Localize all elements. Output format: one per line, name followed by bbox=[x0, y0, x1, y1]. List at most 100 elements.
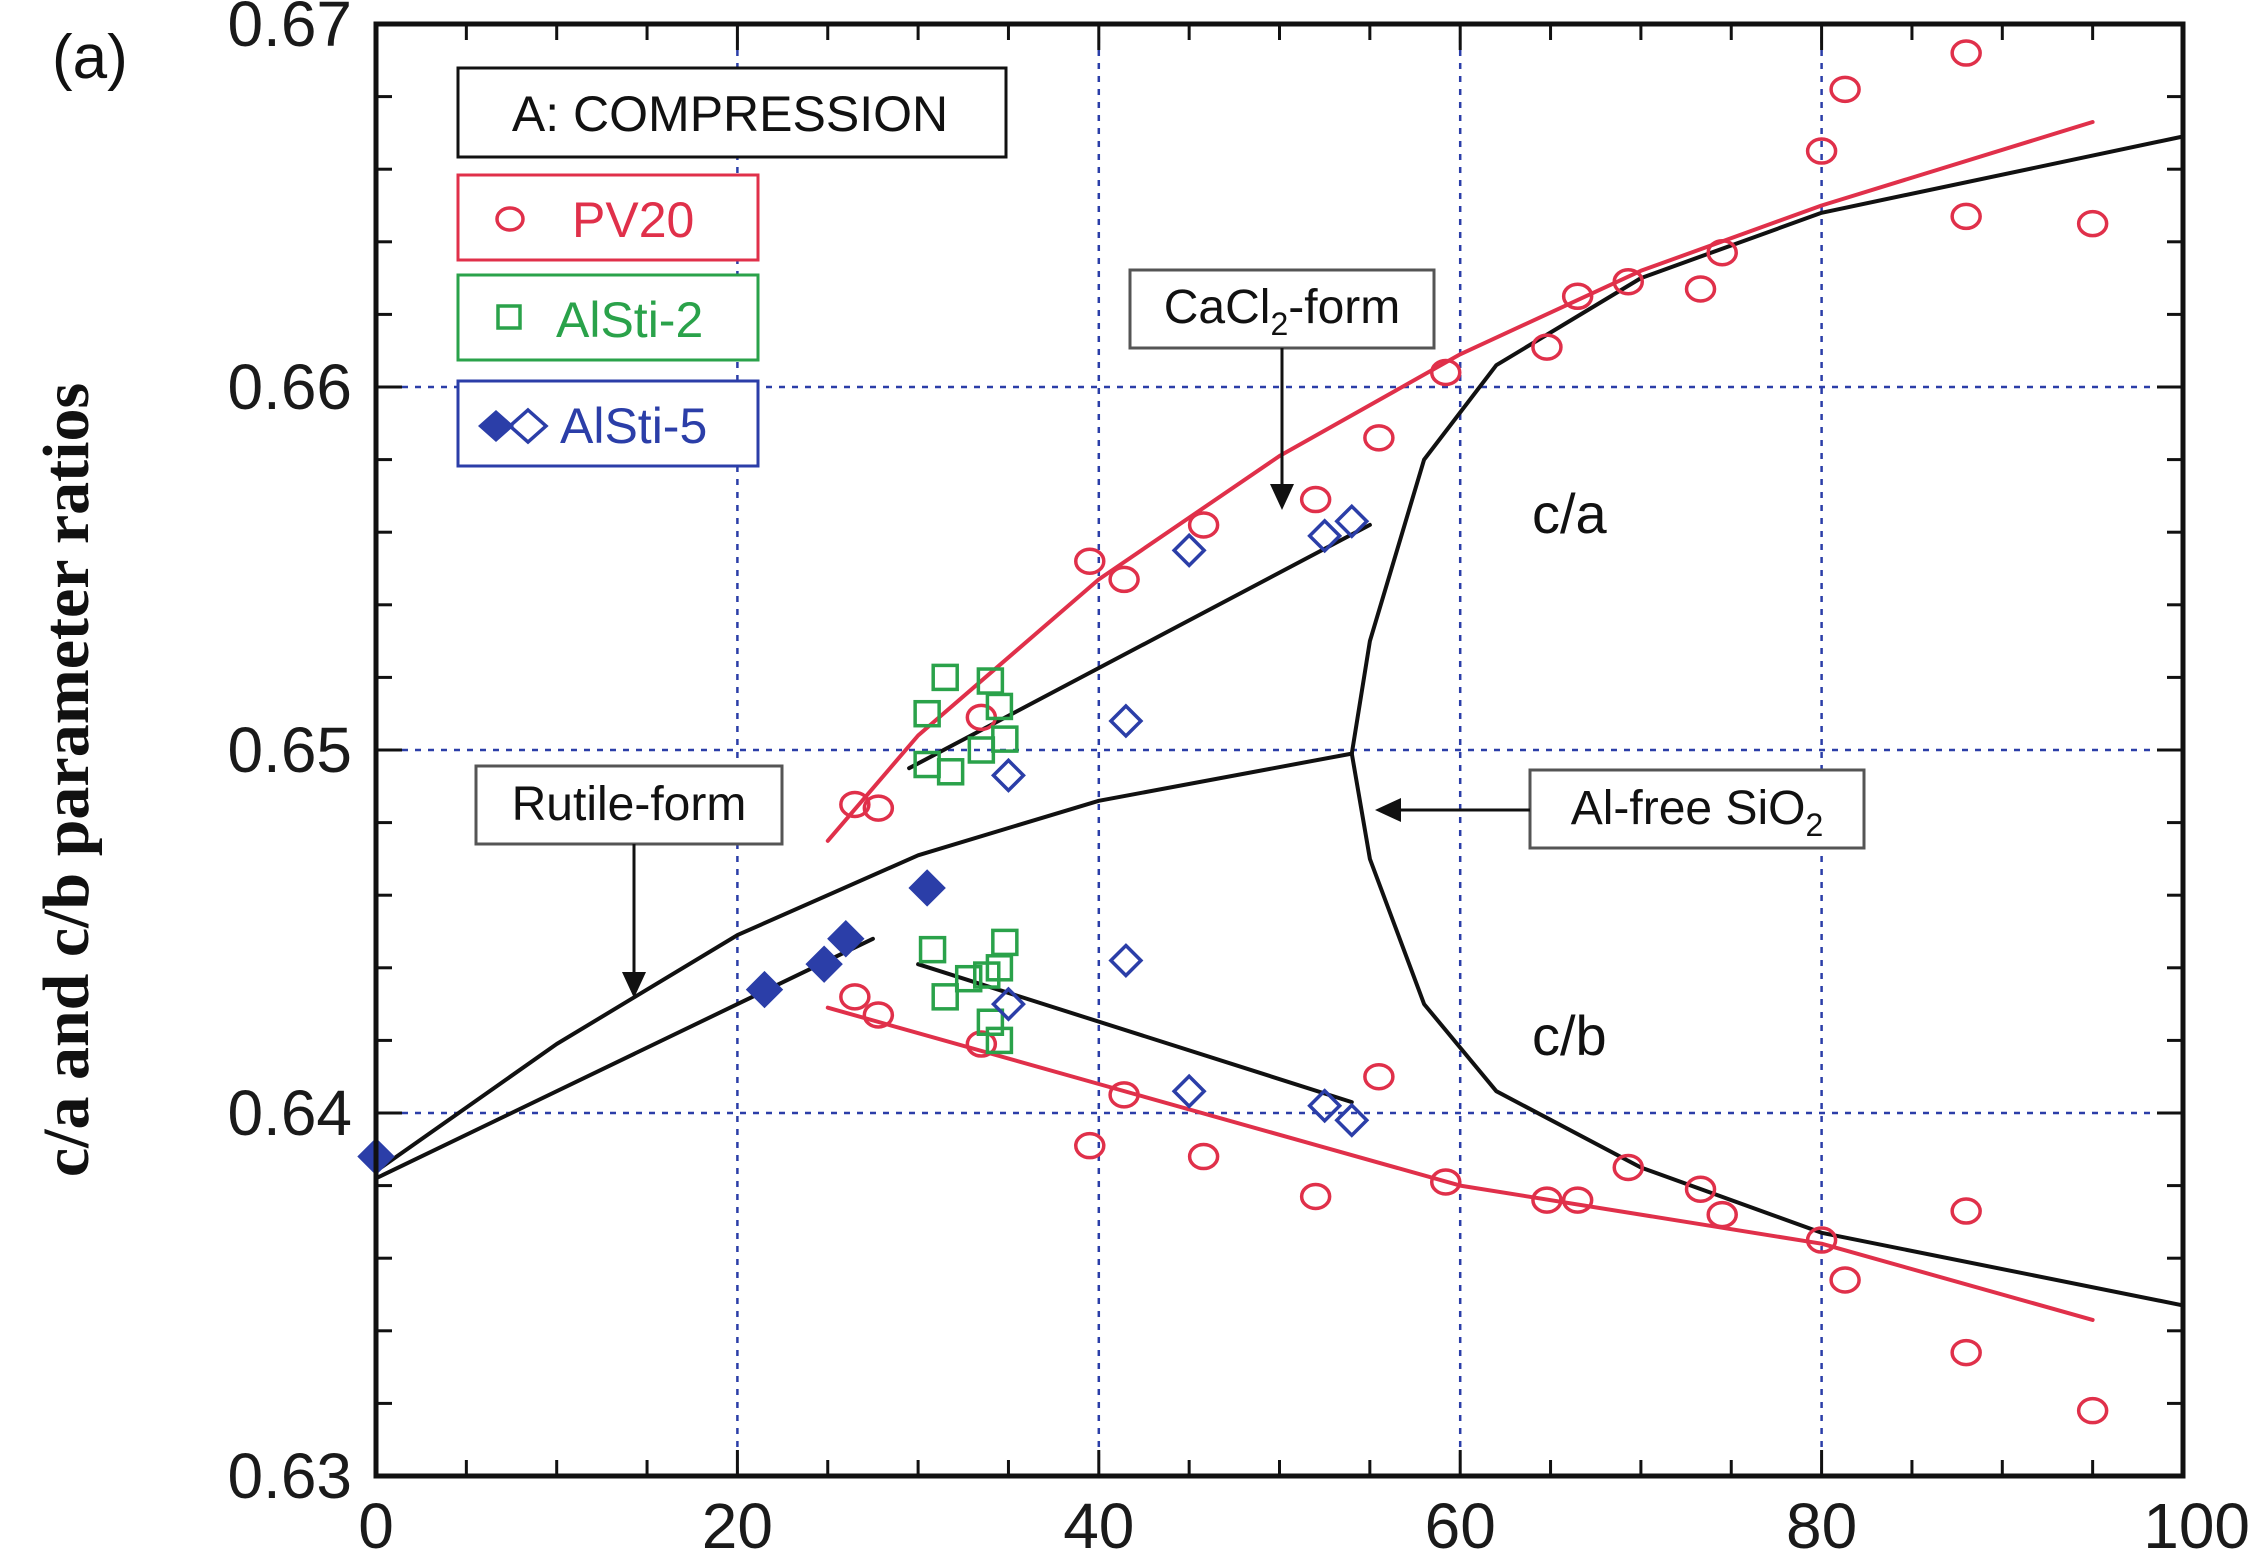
point-pv20-5 bbox=[1187, 511, 1220, 539]
point-alsti2-13 bbox=[985, 954, 1014, 982]
fit-line-6 bbox=[1349, 134, 2185, 756]
fit-line-5 bbox=[374, 751, 1354, 1174]
point-pv20-12 bbox=[1684, 275, 1717, 303]
x-tick-label-0: 0 bbox=[358, 1490, 394, 1554]
point-alsti2-14 bbox=[976, 1008, 1005, 1036]
point-pv20-6 bbox=[1299, 485, 1332, 514]
point-pv20-15 bbox=[1829, 75, 1861, 104]
point-pv20-26 bbox=[1363, 1062, 1395, 1091]
y-tick-label-4: 0.67 bbox=[227, 0, 352, 60]
point-alsti5-8 bbox=[1307, 518, 1343, 554]
annotation-cacl2-arrowhead bbox=[1270, 484, 1294, 510]
point-pv20-34 bbox=[1829, 1266, 1861, 1294]
point-alsti5-9 bbox=[1334, 503, 1370, 539]
point-alsti5-13 bbox=[1307, 1088, 1343, 1124]
point-alsti2-3 bbox=[985, 692, 1014, 721]
annotation-alfree-box bbox=[1528, 768, 1866, 850]
legend-marker-alsti5-open bbox=[507, 407, 549, 445]
data-points bbox=[357, 39, 2109, 1425]
tick-labels: 0.63 0.64 0.65 0.66 0.67 0 20 40 60 80 100 bbox=[227, 0, 2250, 1554]
point-pv20-13 bbox=[1706, 238, 1738, 267]
point-pv20-14 bbox=[1805, 137, 1838, 165]
point-pv20-11 bbox=[1612, 267, 1645, 296]
point-pv20-33 bbox=[1805, 1226, 1838, 1254]
point-alsti5-6 bbox=[1108, 703, 1144, 739]
point-alsti5-4 bbox=[908, 869, 946, 907]
legend-label-pv20: PV20 bbox=[572, 192, 694, 248]
point-pv20-32 bbox=[1706, 1200, 1738, 1229]
point-alsti2-9 bbox=[931, 983, 959, 1011]
x-tick-label-4: 80 bbox=[1786, 1490, 1857, 1554]
point-alsti2-8 bbox=[918, 935, 947, 964]
x-tick-label-1: 20 bbox=[702, 1490, 773, 1554]
legend-title-box bbox=[456, 66, 1008, 159]
legend-box-pv20 bbox=[456, 173, 760, 262]
annotation-cacl2-box bbox=[1128, 268, 1436, 350]
point-pv20-23 bbox=[1108, 1081, 1140, 1109]
legend-label-alsti5: AlSti-5 bbox=[560, 398, 707, 454]
point-pv20-9 bbox=[1531, 333, 1563, 361]
annotation-cacl2: CaCl2-form bbox=[1128, 268, 1436, 510]
point-pv20-18 bbox=[2076, 209, 2109, 238]
x-tick-label-2: 40 bbox=[1063, 1490, 1134, 1554]
point-alsti5-5 bbox=[990, 757, 1026, 793]
point-pv20-19 bbox=[839, 983, 871, 1011]
point-pv20-7 bbox=[1363, 424, 1395, 452]
point-pv20-29 bbox=[1561, 1186, 1594, 1214]
point-pv20-31 bbox=[1684, 1175, 1717, 1203]
legend-label-alsti2: AlSti-2 bbox=[556, 292, 703, 348]
point-alsti2-15 bbox=[985, 1026, 1014, 1055]
curve-label-ca: c/a bbox=[1532, 482, 1608, 545]
legend-box-alsti2 bbox=[456, 273, 760, 362]
point-pv20-36 bbox=[1950, 1338, 1982, 1367]
point-alsti5-11 bbox=[1108, 943, 1144, 979]
point-pv20-37 bbox=[2076, 1396, 2109, 1425]
point-pv20-25 bbox=[1299, 1182, 1332, 1211]
point-pv20-4 bbox=[1108, 565, 1140, 594]
point-pv20-16 bbox=[1950, 39, 1982, 67]
annotation-rutile-text: Rutile-form bbox=[512, 778, 747, 831]
y-tick-label-1: 0.64 bbox=[227, 1077, 352, 1149]
annotation-rutile-arrowhead bbox=[622, 972, 646, 998]
x-tick-label-3: 60 bbox=[1425, 1490, 1496, 1554]
fit-line-7 bbox=[1349, 751, 2185, 1308]
annotation-rutile-box bbox=[474, 764, 784, 846]
point-pv20-21 bbox=[965, 1030, 998, 1058]
point-alsti2-7 bbox=[991, 725, 1019, 753]
point-pv20-8 bbox=[1429, 358, 1462, 387]
point-alsti2-10 bbox=[954, 964, 983, 993]
point-alsti5-3 bbox=[827, 920, 865, 958]
point-pv20-22 bbox=[1074, 1131, 1106, 1160]
point-pv20-27 bbox=[1429, 1168, 1462, 1196]
point-pv20-0 bbox=[839, 790, 871, 819]
point-pv20-35 bbox=[1950, 1197, 1982, 1225]
point-pv20-28 bbox=[1531, 1186, 1563, 1214]
legend: A: COMPRESSION PV20 AlSti-2 AlSti-5 bbox=[456, 66, 1008, 468]
point-alsti2-0 bbox=[913, 699, 941, 728]
axes bbox=[373, 21, 2186, 1479]
point-pv20-17 bbox=[1950, 202, 1982, 231]
curve-label-cb: c/b bbox=[1532, 1004, 1607, 1067]
annotation-cacl2-text: CaCl2-form bbox=[1164, 281, 1400, 342]
point-alsti2-5 bbox=[936, 758, 965, 786]
y-tick-label-2: 0.65 bbox=[227, 714, 352, 786]
annotation-alfree-text: Al-free SiO2 bbox=[1571, 782, 1824, 843]
point-pv20-10 bbox=[1561, 282, 1594, 310]
annotation-alfree-arrowhead bbox=[1375, 798, 1401, 822]
legend-marker-pv20 bbox=[495, 206, 525, 232]
point-pv20-3 bbox=[1074, 547, 1106, 575]
annotation-rutile: Rutile-form bbox=[474, 764, 784, 998]
point-alsti5-12 bbox=[1171, 1073, 1207, 1109]
point-alsti5-14 bbox=[1334, 1102, 1370, 1138]
y-axis-label: c/a and c/b parameter ratios bbox=[30, 383, 103, 1177]
point-alsti5-7 bbox=[1171, 532, 1207, 568]
point-pv20-1 bbox=[862, 794, 895, 822]
fit-lines bbox=[374, 120, 2185, 1322]
legend-marker-alsti5-filled bbox=[478, 410, 514, 442]
point-pv20-30 bbox=[1612, 1153, 1645, 1182]
point-pv20-24 bbox=[1187, 1142, 1220, 1171]
panel-label: (a) bbox=[52, 23, 128, 92]
point-alsti2-1 bbox=[931, 663, 959, 692]
point-pv20-20 bbox=[862, 1001, 895, 1029]
